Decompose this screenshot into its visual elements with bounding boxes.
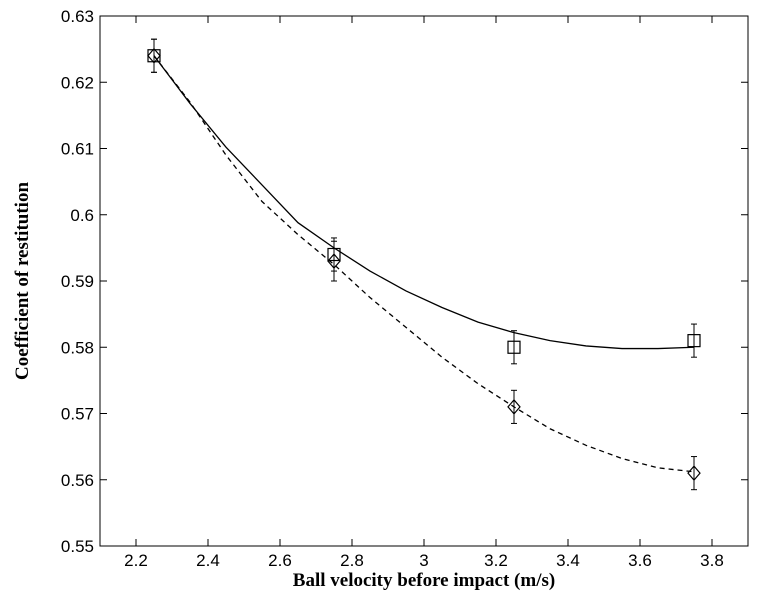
square-marker [507, 340, 521, 354]
data-markers [147, 47, 701, 482]
x-tick-label: 3.2 [484, 551, 508, 570]
fit-curve-diamond [153, 55, 695, 473]
y-tick-label: 0.61 [61, 140, 94, 159]
x-axis-label: Ball velocity before impact (m/s) [293, 570, 555, 591]
square-marker [327, 247, 341, 262]
diamond-marker [327, 253, 341, 270]
x-tick-label: 2.6 [268, 551, 292, 570]
diamond-marker [687, 465, 701, 482]
y-tick-label: 0.55 [61, 537, 94, 556]
y-tick-label: 0.57 [61, 405, 94, 424]
square-marker [687, 334, 701, 348]
y-tick-label: 0.58 [61, 338, 94, 357]
y-tick-label: 0.56 [61, 471, 94, 490]
x-tick-label: 3 [419, 551, 428, 570]
fit-curve-square [153, 55, 695, 350]
x-tick-label: 2.2 [124, 551, 148, 570]
x-tick-label: 2.8 [340, 551, 364, 570]
y-tick-label: 0.62 [61, 73, 94, 92]
diamond-marker [507, 398, 521, 415]
y-tick-label: 0.63 [61, 7, 94, 26]
x-axis-ticks: 2.2 2.4 2.6 2.8 3 3.2 3.4 3.6 3.8 [124, 16, 724, 570]
fit-curves [153, 55, 695, 473]
x-tick-label: 3.8 [700, 551, 724, 570]
x-tick-label: 3.4 [556, 551, 580, 570]
y-tick-label: 0.59 [61, 272, 94, 291]
y-axis-ticks: 0.55 0.56 0.57 0.58 0.59 0.6 0.61 0.62 0.63 [61, 7, 748, 556]
plot-area [99, 15, 749, 547]
x-tick-label: 2.4 [196, 551, 220, 570]
x-tick-label: 3.6 [628, 551, 652, 570]
y-axis-label: Coefficient of restitution [12, 182, 33, 380]
diamond-marker [147, 47, 161, 64]
error-bars [151, 38, 697, 491]
y-tick-label: 0.6 [70, 206, 94, 225]
